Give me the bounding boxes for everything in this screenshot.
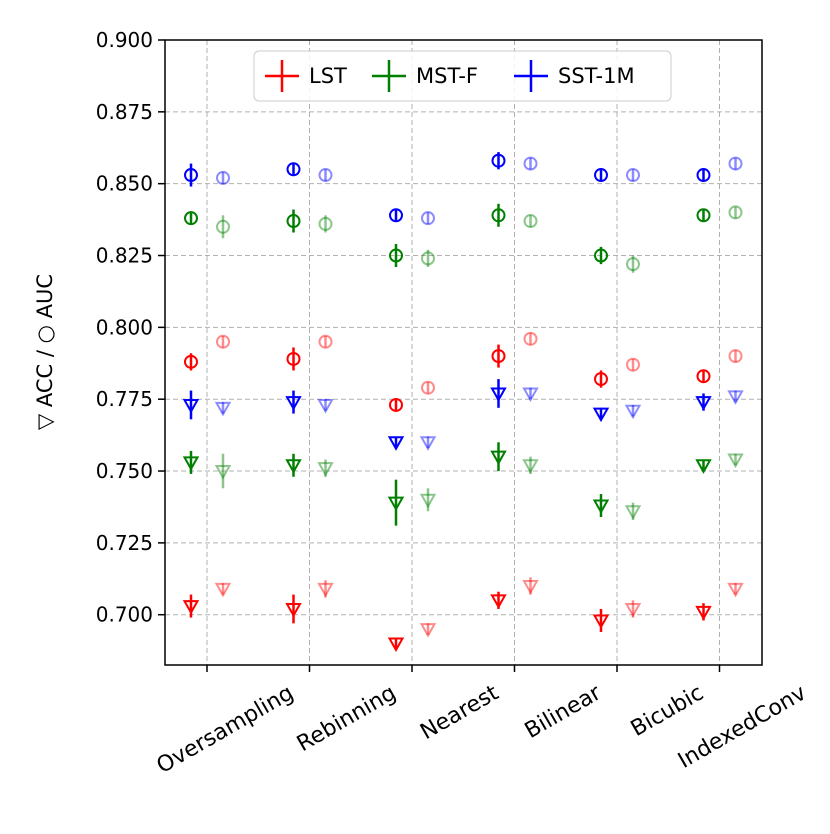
lst-acc-faded-point [624, 602, 642, 618]
mst-f-acc-faded-point [419, 493, 437, 509]
sst-1m-auc-faded-point [216, 170, 230, 185]
lst-auc-faded-point [318, 334, 333, 349]
mst-f-acc-point [182, 456, 200, 471]
sst-1m-auc-point [491, 153, 506, 168]
y-tick-label: 0.750 [96, 459, 153, 483]
sst-1m-auc-faded-point [728, 156, 743, 171]
sst-1m-auc-faded-point [626, 168, 640, 183]
plot-frame [164, 39, 763, 666]
lst-auc-point [389, 397, 403, 412]
sst-1m-auc-point [286, 162, 301, 177]
sst-1m-auc-point [696, 168, 711, 183]
sst-1m-auc-faded-point [318, 168, 333, 183]
lst-auc-faded-point [728, 349, 743, 364]
lst-acc-point [695, 605, 712, 621]
mst-f-auc-faded-point [216, 219, 230, 234]
legend-box [253, 50, 672, 102]
mst-f-auc-point [491, 208, 506, 223]
data-marks [182, 152, 744, 652]
sst-1m-acc-faded-point [214, 401, 232, 417]
legend: LST MST-F SST-1M [253, 50, 672, 102]
sst-1m-acc-point [285, 396, 302, 411]
lst-auc-faded-point [421, 380, 435, 395]
sst-1m-acc-point [182, 398, 200, 414]
lst-auc-point [594, 372, 608, 387]
y-axis-label: ▽ ACC / ○ AUC [33, 274, 57, 430]
mst-f-auc-faded-point [728, 205, 743, 220]
mst-f-acc-faded-point [727, 453, 744, 469]
mst-f-auc-point [389, 248, 403, 263]
lst-acc-point [182, 600, 200, 615]
y-tick-label: 0.700 [96, 603, 153, 627]
lst-acc-point [592, 614, 610, 629]
sst-1m-acc-faded-point [727, 390, 744, 405]
sst-1m-auc-point [594, 168, 608, 183]
legend-label: MST-F [416, 64, 478, 88]
lst-auc-point [696, 369, 711, 384]
lst-auc-faded-point [216, 334, 230, 349]
mst-f-acc-faded-point [522, 459, 539, 474]
lst-acc-faded-point [317, 582, 334, 598]
lst-acc-faded-point [419, 623, 437, 638]
lst-auc-point [184, 354, 198, 369]
grid-lines [165, 39, 762, 665]
sst-1m-acc-point [490, 387, 507, 402]
mst-f-auc-point [594, 248, 608, 263]
lst-acc-faded-point [214, 582, 232, 598]
y-tick-label: 0.900 [96, 28, 153, 52]
legend-entry: MST-F [372, 60, 478, 92]
y-tick-label: 0.775 [96, 387, 153, 411]
mst-f-acc-point [592, 499, 610, 515]
lst-auc-point [491, 349, 506, 364]
sst-1m-acc-faded-point [522, 387, 539, 402]
mst-f-auc-faded-point [421, 251, 435, 266]
lst-auc-faded-point [626, 357, 640, 372]
sst-1m-auc-faded-point [421, 211, 435, 226]
legend-label: SST-1M [558, 64, 635, 88]
lst-acc-point [387, 637, 405, 652]
mst-f-auc-point [286, 214, 301, 229]
y-tick-label: 0.800 [96, 315, 153, 339]
sst-1m-acc-point [695, 396, 712, 411]
mst-f-auc-faded-point [318, 216, 333, 231]
mst-f-acc-faded-point [214, 465, 232, 480]
y-axis: 0.700 0.725 0.750 0.775 0.800 0.825 0.850 0.875… [96, 28, 165, 627]
sst-1m-auc-point [184, 168, 198, 183]
y-tick-label: 0.875 [96, 100, 153, 124]
mst-f-acc-faded-point [317, 462, 334, 477]
lst-auc-point [286, 351, 301, 366]
legend-label: LST [309, 64, 347, 88]
mst-f-acc-faded-point [624, 505, 642, 520]
sst-1m-auc-faded-point [523, 156, 538, 171]
y-tick-label: 0.825 [96, 244, 153, 268]
sst-1m-acc-faded-point [317, 398, 334, 414]
lst-acc-faded-point [522, 579, 539, 595]
y-tick-label: 0.725 [96, 531, 153, 555]
y-tick-label: 0.850 [96, 172, 153, 196]
sst-1m-auc-point [389, 208, 403, 223]
mst-f-acc-point [387, 496, 405, 512]
legend-entry: SST-1M [514, 60, 635, 92]
mst-f-auc-point [696, 208, 711, 223]
mst-f-acc-point [695, 459, 712, 474]
lst-acc-faded-point [727, 582, 744, 598]
mst-f-acc-point [285, 459, 302, 474]
lst-acc-point [285, 602, 302, 618]
sst-1m-acc-faded-point [419, 436, 437, 451]
mst-f-auc-point [184, 211, 198, 226]
sst-1m-acc-point [592, 407, 610, 423]
mst-f-acc-point [490, 450, 507, 466]
sst-1m-acc-faded-point [624, 404, 642, 420]
mst-f-auc-faded-point [626, 257, 640, 272]
lst-acc-point [490, 594, 507, 609]
mst-f-auc-faded-point [523, 214, 538, 229]
sst-1m-acc-point [387, 436, 405, 451]
lst-auc-faded-point [523, 331, 538, 346]
legend-entry: LST [265, 60, 347, 92]
